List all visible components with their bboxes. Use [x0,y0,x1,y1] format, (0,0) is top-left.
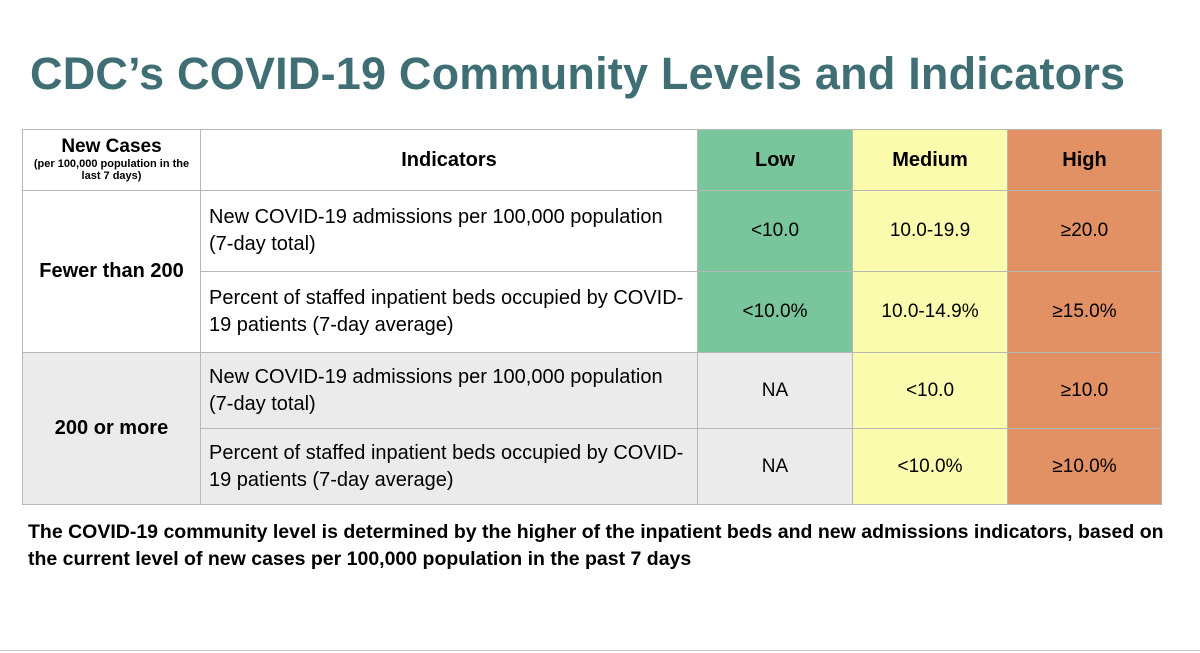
low-value-cell: NA [697,352,853,429]
new-cases-header-sublabel: (per 100,000 population in the last 7 da… [33,158,190,183]
high-value-cell: ≥10.0 [1007,352,1162,429]
bottom-divider [0,650,1200,651]
community-levels-table: New Cases (per 100,000 population in the… [22,129,1162,505]
medium-value-cell: 10.0-19.9 [852,190,1008,272]
new-cases-header: New Cases (per 100,000 population in the… [22,129,201,191]
high-value-cell: ≥20.0 [1007,190,1162,272]
table-row: 200 or more New COVID-19 admissions per … [22,352,1162,505]
table-row: Percent of staffed inpatient beds occupi… [23,271,1162,353]
medium-value-cell: 10.0-14.9% [852,271,1008,353]
indicator-cell: New COVID-19 admissions per 100,000 popu… [200,352,698,429]
footnote: The COVID-19 community level is determin… [28,521,1164,570]
cases-group-label: Fewer than 200 [22,190,201,353]
table-row: Fewer than 200 New COVID-19 admissions p… [22,190,1162,353]
new-cases-header-label: New Cases [61,136,162,158]
indicator-cell: Percent of staffed inpatient beds occupi… [200,271,698,353]
header-row: New Cases (per 100,000 population in the… [22,129,1162,191]
low-value-cell: NA [697,428,853,505]
medium-level-header: Medium [852,129,1008,191]
medium-value-cell: <10.0 [852,352,1008,429]
low-value-cell: <10.0 [697,190,853,272]
low-value-cell: <10.0% [697,271,853,353]
indicator-cell: New COVID-19 admissions per 100,000 popu… [200,190,698,272]
indicator-cell: Percent of staffed inpatient beds occupi… [200,428,698,505]
high-level-header: High [1007,129,1162,191]
low-level-header: Low [697,129,853,191]
high-value-cell: ≥15.0% [1007,271,1162,353]
medium-value-cell: <10.0% [852,428,1008,505]
cases-group-label: 200 or more [22,352,201,505]
high-value-cell: ≥10.0% [1007,428,1162,505]
indicators-header: Indicators [200,129,698,191]
page-title: CDC’s COVID-19 Community Levels and Indi… [30,48,1126,99]
table-row: Percent of staffed inpatient beds occupi… [23,428,1162,505]
